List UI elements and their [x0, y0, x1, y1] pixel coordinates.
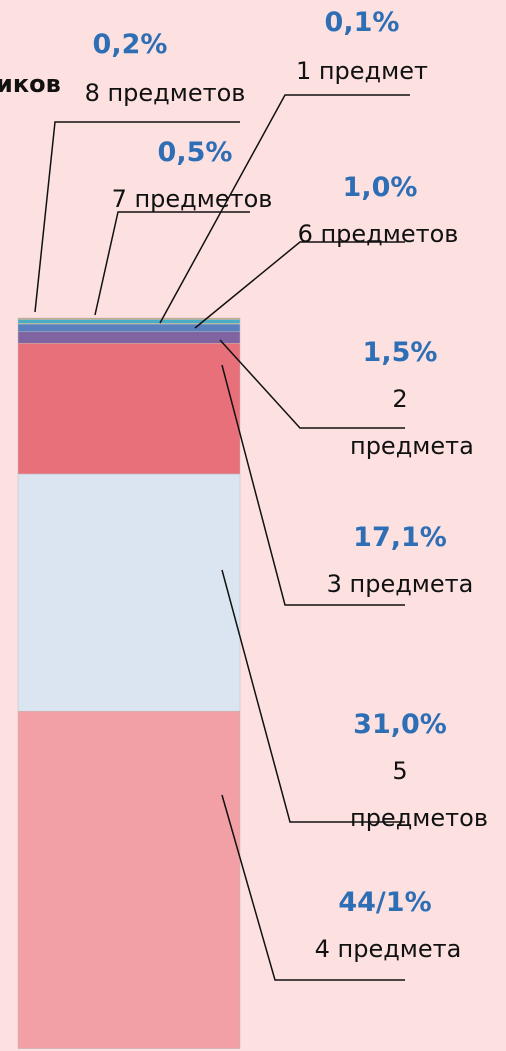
data-label: 17,1%: [353, 522, 447, 553]
data-label: 31,0%: [353, 709, 447, 740]
leader-line: [221, 364, 405, 606]
leader-line: [34, 121, 240, 313]
bar-segment: [17, 319, 241, 324]
data-label: 0,1%: [324, 7, 400, 38]
data-label: 0,2%: [92, 29, 168, 60]
leader-line: [219, 339, 405, 429]
series-name: 4 предмета: [314, 935, 462, 963]
data-label: 1,5%: [362, 337, 438, 368]
leader-line: [94, 211, 250, 316]
series-name: 6 предметов: [297, 220, 459, 248]
series-name: 7 предметов: [111, 185, 273, 213]
chart-title: иков: [0, 70, 61, 98]
series-name: 1 предмет: [295, 57, 429, 85]
leader-line: [221, 569, 405, 823]
series-name: 5 предметов: [350, 757, 488, 832]
bar-segment: [17, 323, 241, 333]
bar-segment: [17, 473, 241, 712]
series-name: 8 предметов: [84, 79, 246, 107]
leader-line: [159, 94, 410, 324]
data-label: 44/1%: [338, 887, 432, 918]
data-label: 1,0%: [342, 172, 418, 203]
leader-line: [194, 241, 405, 329]
data-label: 0,5%: [157, 137, 233, 168]
bar-segment: [17, 342, 241, 475]
series-name: 3 предмета: [326, 570, 474, 598]
leader-line: [221, 794, 405, 981]
bar-segment: [17, 710, 241, 1049]
bar-segment: [17, 331, 241, 344]
series-name: 2 предмета: [350, 385, 474, 460]
